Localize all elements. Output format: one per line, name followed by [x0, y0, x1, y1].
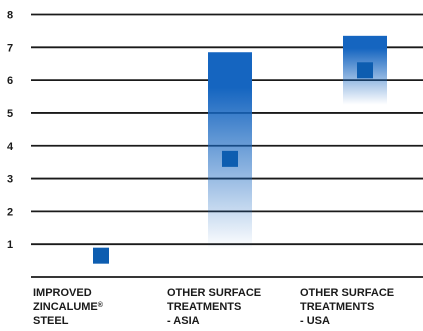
value-marker-1 — [93, 247, 109, 264]
y-tick-label-5: 5 — [7, 108, 13, 120]
y-tick-label-8: 8 — [7, 10, 13, 22]
value-marker-2 — [222, 150, 238, 167]
y-tick-label-6: 6 — [7, 75, 13, 87]
category-label-1: IMPROVED ZINCALUME® STEEL — [33, 287, 104, 327]
y-tick-label-3: 3 — [7, 174, 13, 186]
range-bar-2 — [208, 52, 252, 250]
y-axis-ticks: 1 2 3 4 5 6 7 8 — [7, 10, 14, 252]
y-tick-label-2: 2 — [7, 206, 13, 218]
value-marker-3 — [357, 62, 373, 79]
category-label-2: OTHER SURFACE TREATMENTS - ASIA — [167, 287, 261, 327]
y-tick-label-4: 4 — [7, 141, 14, 153]
category-label-3: OTHER SURFACE TREATMENTS - USA — [300, 287, 394, 327]
y-tick-label-7: 7 — [7, 42, 13, 54]
value-markers — [93, 62, 373, 264]
y-tick-label-1: 1 — [7, 239, 13, 251]
x-axis-categories: IMPROVED ZINCALUME® STEEL OTHER SURFACE TREA… — [33, 287, 394, 327]
